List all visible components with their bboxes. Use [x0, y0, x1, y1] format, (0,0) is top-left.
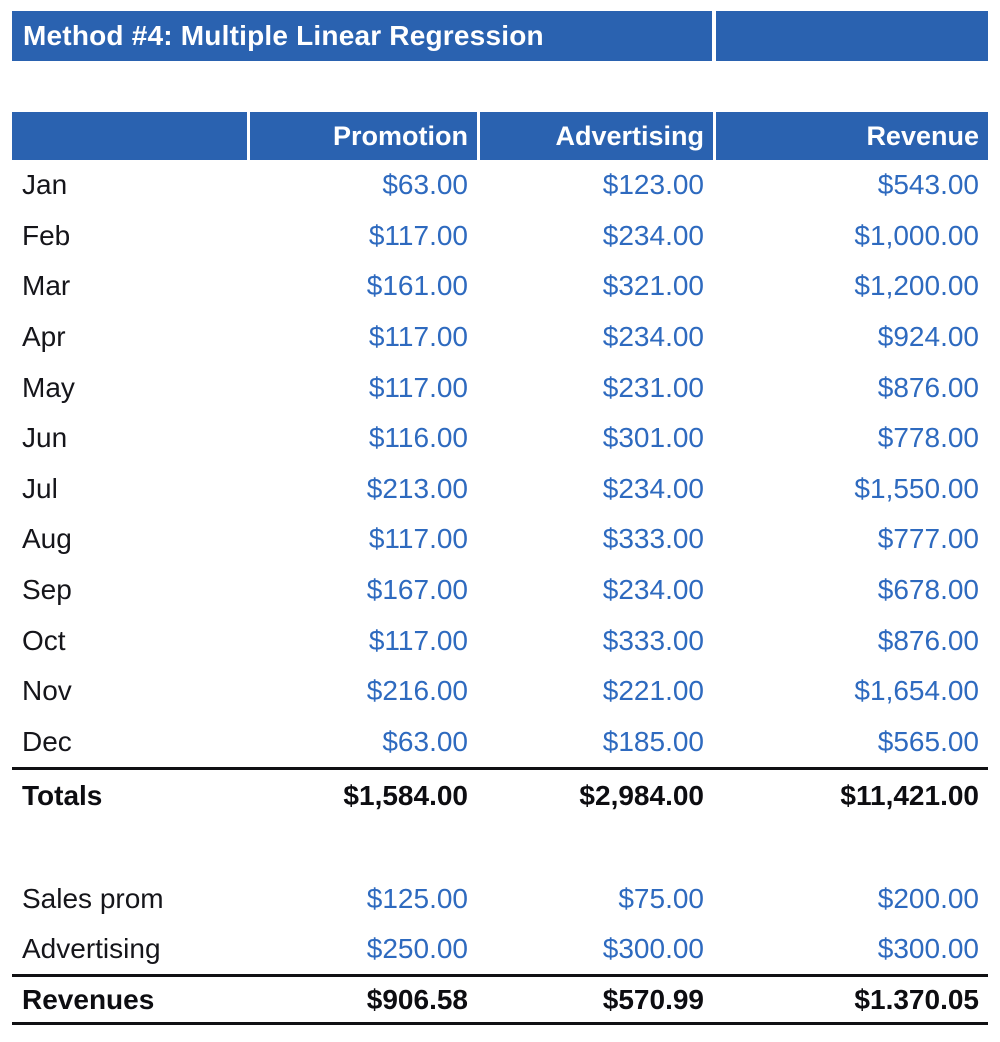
advertising-value: $123.00	[602, 169, 704, 201]
promotion-value: $125.00	[366, 883, 468, 915]
revenue-value: $200.00	[877, 883, 979, 915]
promotion-value: $167.00	[366, 574, 468, 606]
promotion-value: $161.00	[366, 270, 468, 302]
month-label: Jun	[22, 422, 68, 454]
month-label: Nov	[22, 675, 72, 707]
row-totals: Totals $1,584.00 $2,984.00 $11,421.00	[12, 767, 988, 822]
month-label: Mar	[22, 270, 71, 302]
revenue-value: $778.00	[877, 422, 979, 454]
row-advertising: Advertising $250.00 $300.00 $300.00	[12, 924, 988, 974]
advertising-value: $333.00	[602, 624, 704, 656]
page-title: Method #4: Multiple Linear Regression	[12, 11, 712, 61]
promotion-value: $216.00	[366, 675, 468, 707]
revenue-value: $1,200.00	[854, 270, 979, 302]
revenue-value: $543.00	[877, 169, 979, 201]
revenue-value: $777.00	[877, 523, 979, 555]
promotion-value: $213.00	[366, 472, 468, 504]
month-label: Oct	[22, 624, 66, 656]
input-label: Sales prom	[22, 883, 164, 915]
revenue-value: $1,654.00	[854, 675, 979, 707]
table-header: Promotion Advertising Revenue	[12, 112, 988, 160]
revenue-value: $876.00	[877, 371, 979, 403]
revenues-revenue: $1.370.05	[854, 983, 979, 1015]
revenue-value: $300.00	[877, 933, 979, 965]
advertising-value: $185.00	[602, 725, 704, 757]
advertising-value: $234.00	[602, 574, 704, 606]
row-revenues: Revenues $906.58 $570.99 $1.370.05	[12, 974, 988, 1026]
advertising-value: $234.00	[602, 472, 704, 504]
month-label: Dec	[22, 725, 72, 757]
advertising-value: $300.00	[602, 933, 704, 965]
title-bar-spacer	[716, 11, 988, 61]
input-label: Advertising	[22, 933, 161, 965]
row-mar: Mar $161.00 $321.00 $1,200.00	[12, 261, 988, 312]
header-cell-advertising: Advertising	[480, 112, 713, 160]
promotion-value: $250.00	[366, 933, 468, 965]
totals-promotion: $1,584.00	[343, 780, 468, 812]
header-cell-empty	[12, 112, 247, 160]
revenue-value: $1,550.00	[854, 472, 979, 504]
advertising-value: $333.00	[602, 523, 704, 555]
month-label: Aug	[22, 523, 72, 555]
section-spacer	[12, 822, 988, 874]
row-apr: Apr $117.00 $234.00 $924.00	[12, 312, 988, 363]
advertising-value: $75.00	[618, 883, 704, 915]
row-feb: Feb $117.00 $234.00 $1,000.00	[12, 211, 988, 262]
row-jun: Jun $116.00 $301.00 $778.00	[12, 413, 988, 464]
month-label: Apr	[22, 321, 66, 353]
promotion-value: $117.00	[368, 523, 468, 555]
advertising-value: $234.00	[602, 219, 704, 251]
revenues-label: Revenues	[22, 983, 155, 1015]
promotion-value: $117.00	[368, 321, 468, 353]
promotion-value: $117.00	[368, 219, 468, 251]
advertising-value: $221.00	[602, 675, 704, 707]
month-label: Jan	[22, 169, 68, 201]
totals-revenue: $11,421.00	[840, 780, 979, 812]
row-oct: Oct $117.00 $333.00 $876.00	[12, 615, 988, 666]
totals-label: Totals	[22, 780, 103, 812]
revenues-promotion: $906.58	[366, 983, 468, 1015]
header-cell-revenue: Revenue	[716, 112, 988, 160]
revenue-value: $678.00	[877, 574, 979, 606]
advertising-value: $321.00	[602, 270, 704, 302]
row-may: May $117.00 $231.00 $876.00	[12, 362, 988, 413]
row-sales-prom: Sales prom $125.00 $75.00 $200.00	[12, 874, 988, 924]
revenue-value: $924.00	[877, 321, 979, 353]
totals-advertising: $2,984.00	[579, 780, 704, 812]
revenue-value: $565.00	[877, 725, 979, 757]
month-label: Jul	[22, 472, 58, 504]
row-nov: Nov $216.00 $221.00 $1,654.00	[12, 666, 988, 717]
revenue-value: $1,000.00	[854, 219, 979, 251]
advertising-value: $301.00	[602, 422, 704, 454]
promotion-value: $116.00	[368, 422, 468, 454]
advertising-value: $234.00	[602, 321, 704, 353]
row-jul: Jul $213.00 $234.00 $1,550.00	[12, 464, 988, 515]
promotion-value: $63.00	[382, 169, 468, 201]
month-label: May	[22, 371, 75, 403]
promotion-value: $63.00	[382, 725, 468, 757]
row-sep: Sep $167.00 $234.00 $678.00	[12, 565, 988, 616]
month-label: Sep	[22, 574, 72, 606]
promotion-value: $117.00	[368, 624, 468, 656]
row-aug: Aug $117.00 $333.00 $777.00	[12, 514, 988, 565]
row-dec: Dec $63.00 $185.00 $565.00	[12, 717, 988, 768]
revenues-advertising: $570.99	[602, 983, 704, 1015]
advertising-value: $231.00	[602, 371, 704, 403]
header-cell-promotion: Promotion	[250, 112, 477, 160]
promotion-value: $117.00	[368, 371, 468, 403]
month-label: Feb	[22, 219, 71, 251]
title-bar: Method #4: Multiple Linear Regression	[12, 11, 988, 61]
revenue-value: $876.00	[877, 624, 979, 656]
row-jan: Jan $63.00 $123.00 $543.00	[12, 160, 988, 211]
